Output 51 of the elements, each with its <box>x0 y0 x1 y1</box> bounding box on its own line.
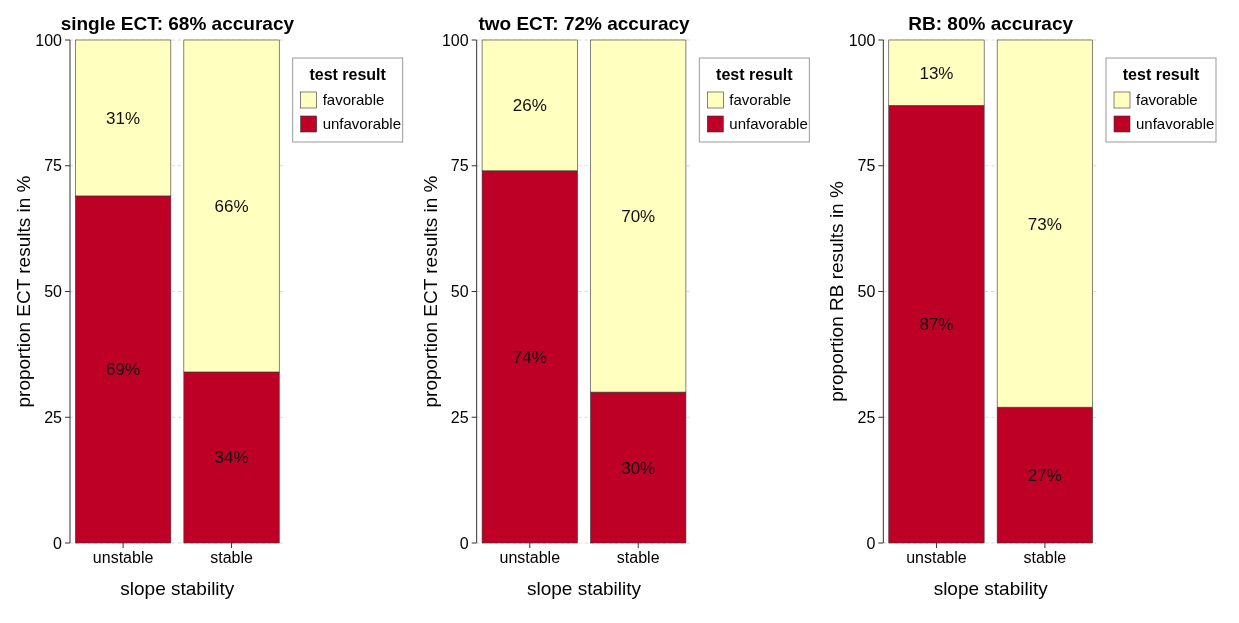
y-tick-label: 100 <box>35 31 63 49</box>
chart-title: RB: 80% accuracy <box>908 13 1074 34</box>
y-tick-label: 0 <box>53 534 63 552</box>
y-tick-label: 25 <box>857 408 876 426</box>
legend-label: favorable <box>322 91 385 109</box>
data-label: 26% <box>512 96 547 116</box>
y-tick-label: 25 <box>44 408 63 426</box>
data-label: 87% <box>919 315 954 335</box>
legend-label: unfavorable <box>729 115 808 133</box>
y-tick-label: 100 <box>441 31 469 49</box>
x-tick-label: unstable <box>92 549 154 566</box>
y-tick-label: 0 <box>459 534 469 552</box>
legend-title: test result <box>1122 66 1200 83</box>
legend-label: unfavorable <box>1136 115 1215 133</box>
data-label: 74% <box>512 347 547 367</box>
y-tick-label: 75 <box>450 157 469 175</box>
x-axis-title: slope stability <box>933 578 1049 599</box>
data-label: 66% <box>214 196 249 216</box>
x-axis-title: slope stability <box>526 578 642 599</box>
y-tick-label: 50 <box>450 283 469 301</box>
y-tick-label: 75 <box>44 157 63 175</box>
data-label: 73% <box>1027 214 1062 234</box>
y-tick-label: 50 <box>44 283 63 301</box>
x-axis-title: slope stability <box>120 578 235 599</box>
chart-title: two ECT: 72% accuracy <box>478 13 691 34</box>
x-tick-label: unstable <box>499 549 561 566</box>
x-tick-label: stable <box>616 549 660 566</box>
data-label: 31% <box>106 108 141 128</box>
y-tick-label: 50 <box>857 283 876 301</box>
data-label: 13% <box>919 63 954 83</box>
legend-label: favorable <box>729 91 792 109</box>
x-tick-label: stable <box>1023 549 1067 566</box>
x-tick-label: stable <box>210 549 253 566</box>
y-axis-title: proportion ECT results in % <box>419 175 441 408</box>
y-tick-label: 100 <box>848 31 876 49</box>
chart-title: single ECT: 68% accuracy <box>60 13 295 34</box>
y-tick-label: 75 <box>857 157 876 175</box>
legend-label: favorable <box>1136 91 1198 109</box>
x-tick-label: unstable <box>906 549 967 566</box>
legend-title: test result <box>716 66 794 83</box>
data-label: 34% <box>214 448 249 468</box>
data-label: 27% <box>1027 466 1062 486</box>
data-label: 30% <box>621 458 656 478</box>
y-axis-title: proportion RB results in % <box>826 181 848 402</box>
y-tick-label: 0 <box>866 534 876 552</box>
data-label: 70% <box>621 207 656 226</box>
legend-label: unfavorable <box>322 115 402 133</box>
y-tick-label: 25 <box>450 408 469 426</box>
legend-title: test result <box>309 66 387 83</box>
data-label: 69% <box>106 360 141 380</box>
y-axis-title: proportion ECT results in % <box>13 175 34 408</box>
